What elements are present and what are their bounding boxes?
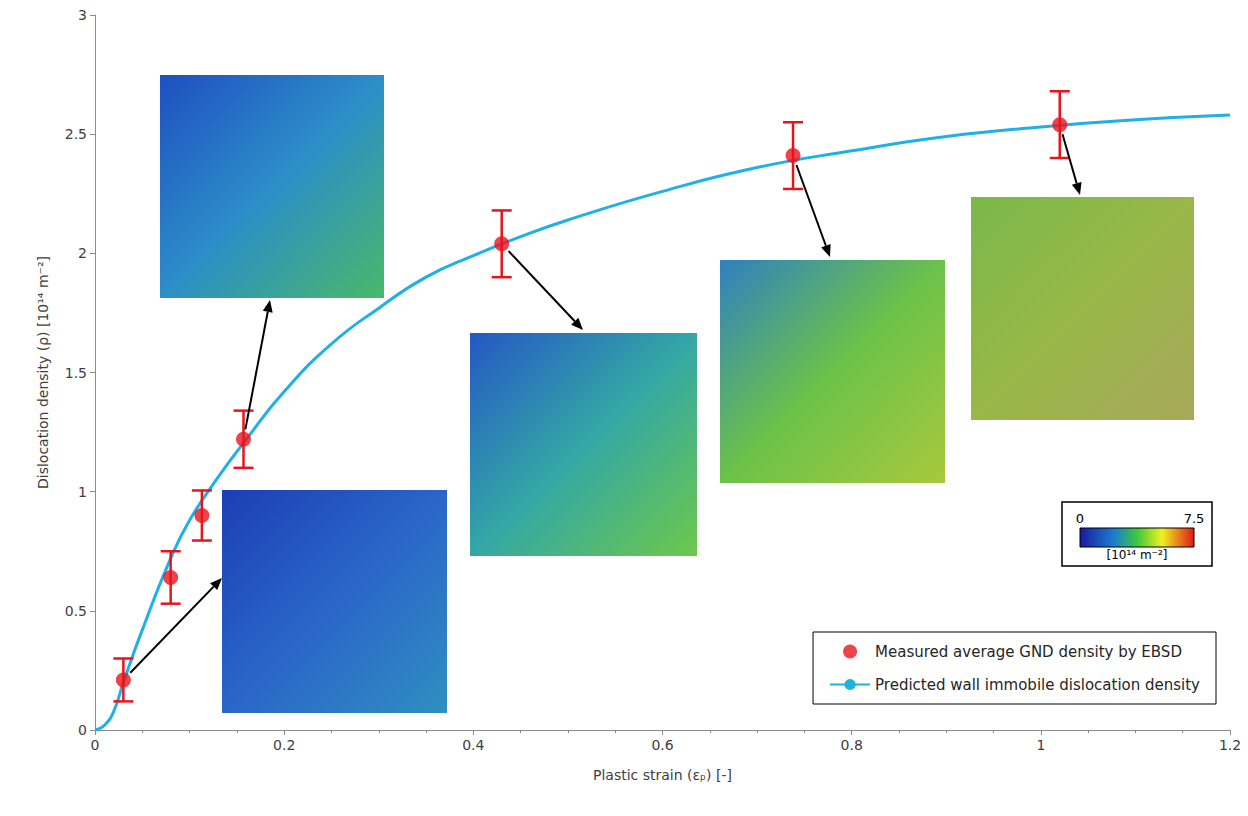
svg-text:1: 1: [78, 484, 87, 500]
svg-text:1: 1: [1036, 737, 1045, 753]
svg-text:Predicted wall immobile disloc: Predicted wall immobile dislocation dens…: [875, 676, 1200, 694]
svg-text:0.5: 0.5: [65, 603, 87, 619]
svg-text:3: 3: [78, 7, 87, 23]
svg-text:0: 0: [91, 737, 100, 753]
svg-text:0.4: 0.4: [462, 737, 484, 753]
svg-text:1.2: 1.2: [1219, 737, 1241, 753]
svg-text:Dislocation density (ρ) [10¹⁴: Dislocation density (ρ) [10¹⁴ m⁻²]: [35, 256, 51, 489]
svg-text:0.8: 0.8: [841, 737, 863, 753]
svg-text:2: 2: [78, 245, 87, 261]
svg-text:Plastic strain (εₚ) [-]: Plastic strain (εₚ) [-]: [593, 767, 732, 783]
svg-text:0.6: 0.6: [651, 737, 673, 753]
svg-text:2.5: 2.5: [65, 126, 87, 142]
svg-text:0.2: 0.2: [273, 737, 295, 753]
svg-text:0: 0: [78, 722, 87, 738]
svg-text:[10¹⁴ m⁻²]: [10¹⁴ m⁻²]: [1107, 548, 1168, 562]
svg-text:0: 0: [1076, 511, 1084, 526]
svg-text:1.5: 1.5: [65, 365, 87, 381]
svg-text:7.5: 7.5: [1184, 511, 1205, 526]
svg-text:Measured average GND density b: Measured average GND density by EBSD: [875, 643, 1182, 661]
